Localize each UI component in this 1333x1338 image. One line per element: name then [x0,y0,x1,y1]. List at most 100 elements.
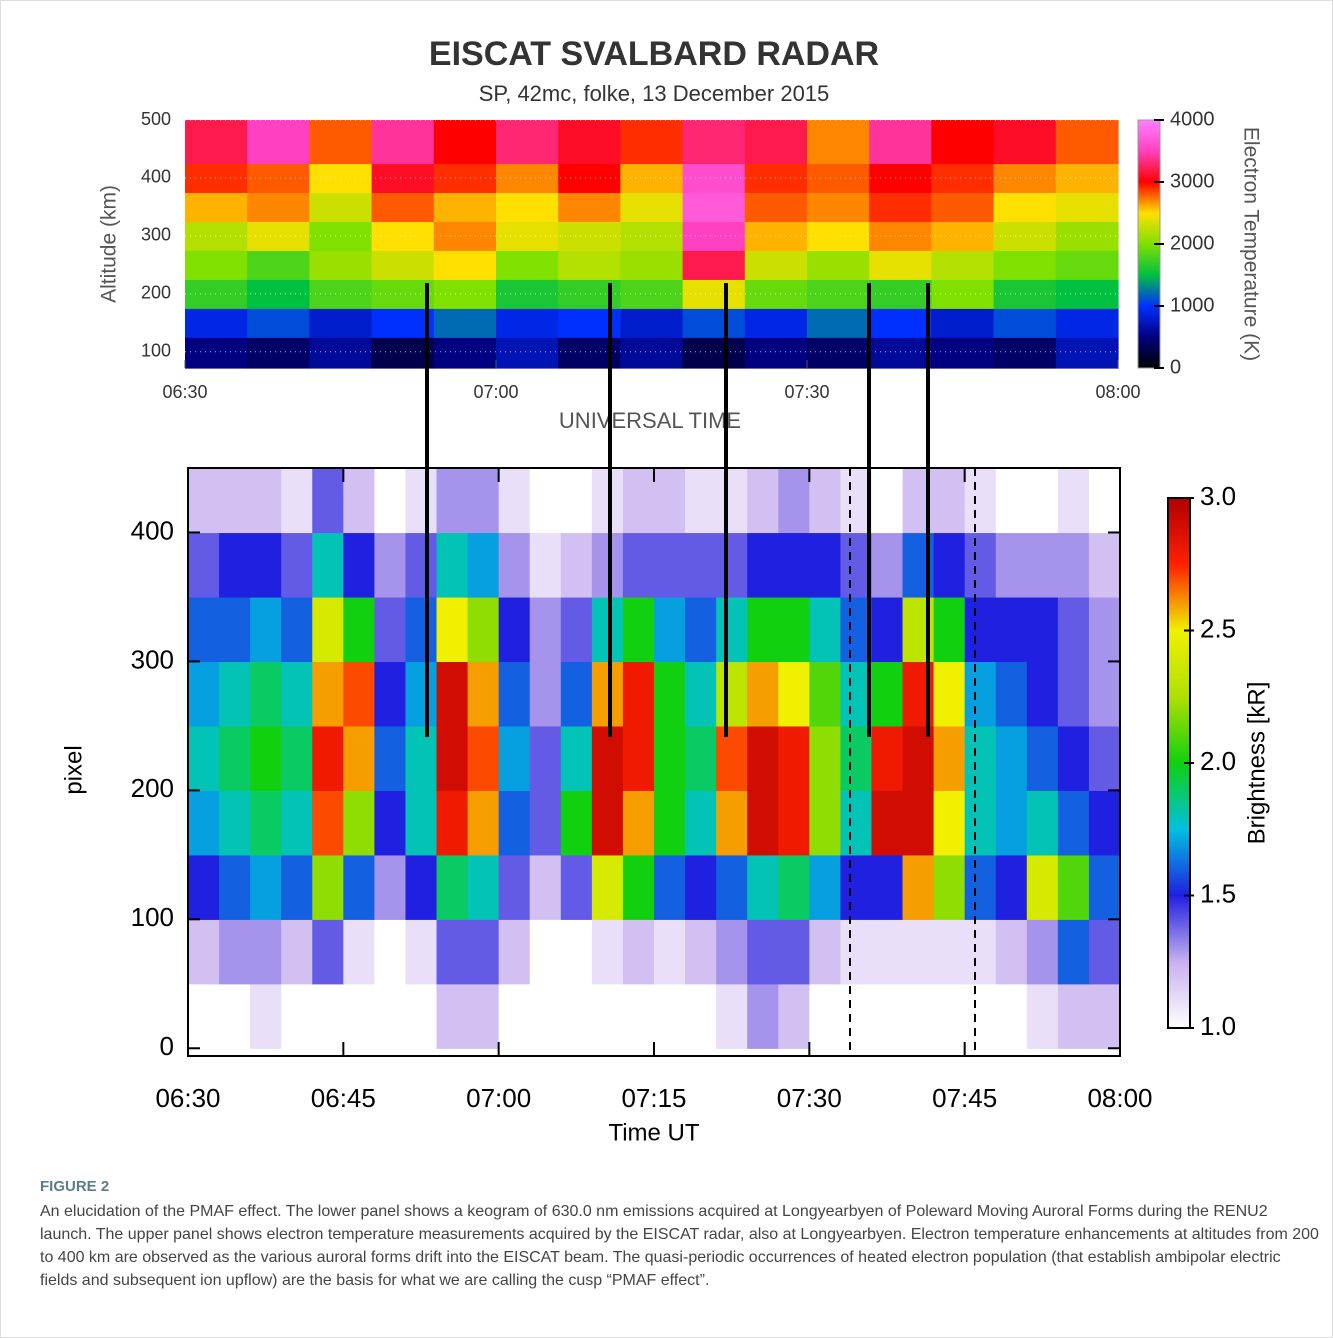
heat-cell [964,790,997,856]
heat-cell [374,854,407,920]
heat-cell [682,120,746,165]
heat-cell [188,983,220,1049]
heat-cell [964,532,997,598]
heat-cell [871,596,904,663]
heat-cell [807,192,870,223]
heat-cell [1057,468,1090,534]
heat-cell [840,854,873,920]
heat-cell [312,468,344,534]
heat-cell [682,192,746,223]
heat-cell [250,532,282,598]
heat-cell [529,790,562,856]
heat-cell [995,919,1028,985]
heat-cell [343,661,375,727]
heat-cell [250,725,282,791]
heat-cell [591,532,624,598]
heat-cell [498,661,531,727]
heat-cell [467,468,500,534]
heat-cell [995,790,1028,856]
heat-cell [343,919,375,985]
heat-cell [620,221,684,251]
heat-cell [312,983,344,1049]
heat-cell [1026,468,1059,534]
heat-cell [529,854,562,920]
heat-cell [685,532,717,598]
heat-cell [685,596,717,663]
heat-cell [1088,790,1121,856]
heat-cell [496,221,559,251]
heat-cell [1026,725,1059,791]
heat-cell [529,532,562,598]
heat-cell [1055,221,1119,251]
heat-cell [529,983,562,1049]
heat-cell [560,468,593,534]
heat-cell [809,725,841,791]
heat-cell [250,919,282,985]
heat-cell [247,221,310,251]
heat-cell [498,919,531,985]
heat-cell [622,725,655,791]
heat-cell [654,661,686,727]
heat-cell [809,661,841,727]
y-tick-label: 100 [141,341,171,361]
heat-cell [1057,725,1090,791]
x-tick-label: 08:00 [1087,1083,1152,1113]
heat-cell [682,337,746,369]
heat-cell [436,725,469,791]
heat-cell [1055,120,1119,165]
heat-cell [1026,596,1059,663]
heat-cell [250,661,282,727]
heat-cell [995,596,1028,663]
heat-cell [436,532,469,598]
heat-cell [309,250,373,280]
heat-cell [467,983,500,1049]
heat-cell [591,661,624,727]
chart-title: EISCAT SVALBARD RADAR [429,35,879,73]
x-tick-label: 06:30 [155,1083,220,1113]
heat-cell [807,250,870,280]
heat-cell [807,163,870,194]
heat-cell [744,337,808,369]
figure-label: FIGURE 2 [40,1178,110,1195]
heat-cell [685,468,717,534]
heat-cell [964,854,997,920]
heat-cell [185,221,248,251]
y-tick-label: 300 [131,644,174,674]
heat-cell [498,790,531,856]
heat-cell [964,596,997,663]
heat-cell [371,163,435,194]
heat-cell [685,725,717,791]
colorbar-tick-label: 0 [1170,356,1181,378]
heat-cell [560,532,593,598]
heat-cell [1026,854,1059,920]
heat-cell [496,120,559,165]
heat-cell [405,983,438,1049]
figure: EISCAT SVALBARD RADAR SP, 42mc, folke, 1… [60,35,1270,1146]
heat-cell [247,192,310,223]
heat-cell [219,532,251,598]
heat-cell [405,854,438,920]
heat-cell [778,854,810,920]
heat-cell [871,919,904,985]
heat-cell [436,983,469,1049]
heat-cell [995,725,1028,791]
y-tick-label: 500 [141,109,171,129]
heat-cell [1088,596,1121,663]
heat-cell [405,532,438,598]
heat-cell [1026,532,1059,598]
heat-cell [654,596,686,663]
heat-cell [809,854,841,920]
heat-cell [188,661,220,727]
heat-cell [343,983,375,1049]
heat-cell [374,596,407,663]
heat-cell [188,790,220,856]
heat-cell [529,661,562,727]
heat-cell [405,468,438,534]
heat-cell [622,854,655,920]
heat-cell [1026,983,1059,1049]
heat-cell [840,468,873,534]
heat-cell [371,221,435,251]
heat-cell [716,790,748,856]
heat-cell [436,661,469,727]
x-tick-label: 07:30 [777,1083,842,1113]
